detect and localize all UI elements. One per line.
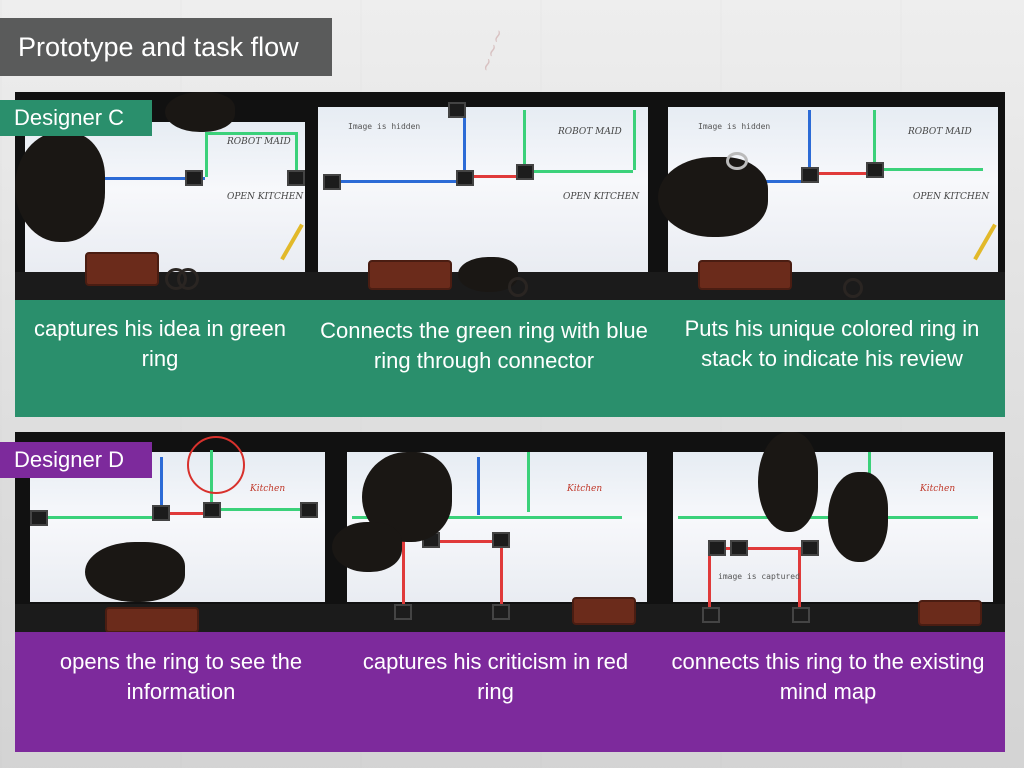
designer-d-caption-1: opens the ring to see the information (59, 649, 303, 704)
designer-d-caption-3: connects this ring to the existing mind … (671, 649, 985, 704)
designer-c-photo-3: Image is hidden ROBOT MAID OPEN KITCHEN (658, 92, 1005, 300)
designer-c-caption-3: Puts his unique colored ring in stack to… (684, 316, 980, 371)
designer-c-caption-band (15, 300, 1005, 417)
designer-d-caption-band (15, 632, 1005, 752)
designer-d-photo-2: Kitchen (332, 432, 658, 632)
designer-c-photo-2: Image is hidden ROBOT MAID OPEN KITCHEN (308, 92, 658, 300)
designer-c-label: Designer C (0, 100, 152, 136)
designer-d-photo-3: image is captured Kitchen (658, 432, 1005, 632)
designer-c-caption-2: Connects the green ring with blue ring t… (320, 318, 648, 373)
slide-title: Prototype and task flow (0, 18, 332, 76)
designer-d-label: Designer D (0, 442, 152, 478)
designer-d-caption-2: captures his criticism in red ring (362, 649, 629, 704)
designer-c-caption-1: captures his idea in green ring (34, 316, 286, 371)
